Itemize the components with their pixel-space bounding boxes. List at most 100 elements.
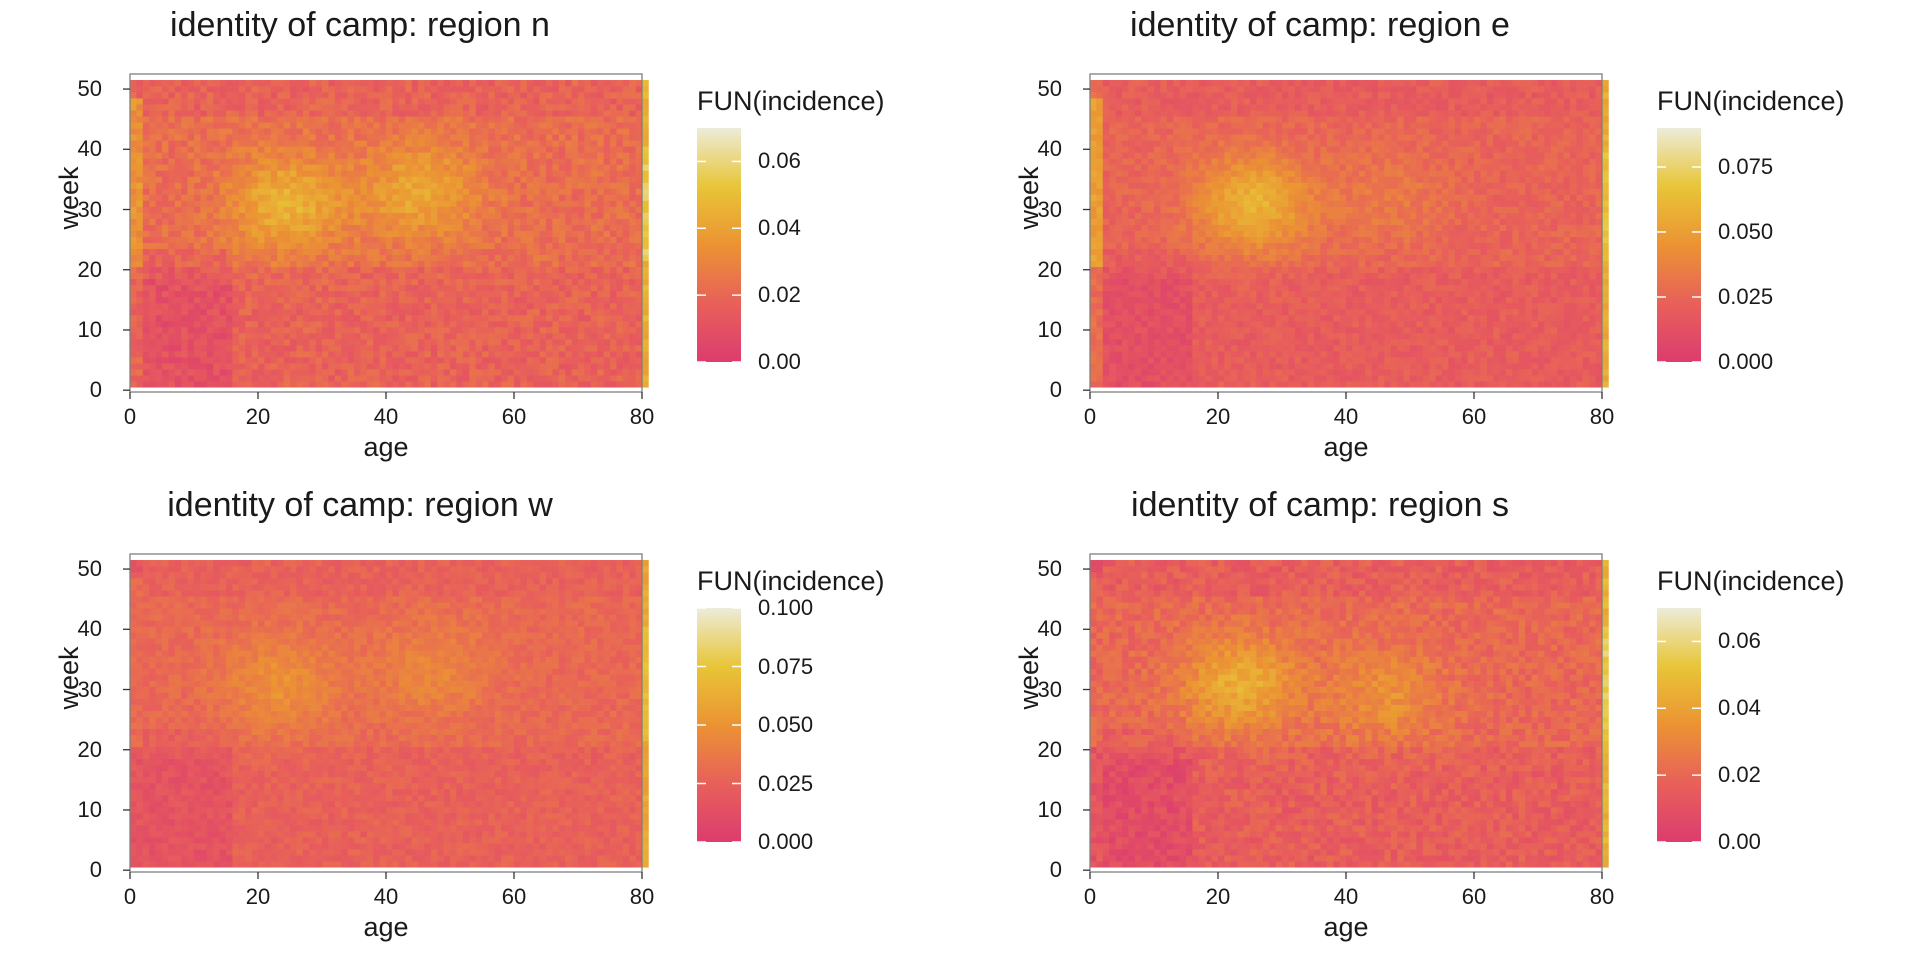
- heatmap-cell: [270, 80, 278, 87]
- heatmap-cell: [437, 326, 444, 334]
- heatmap-cell: [379, 339, 387, 346]
- heatmap-cell: [578, 375, 585, 382]
- heatmap-cell: [206, 158, 214, 165]
- heatmap-cell: [437, 200, 444, 207]
- heatmap-cell: [1186, 230, 1193, 237]
- heatmap-cell: [642, 98, 649, 105]
- heatmap-cell: [373, 242, 380, 250]
- heatmap-cell: [277, 236, 284, 243]
- heatmap-cell: [558, 188, 566, 195]
- heatmap-cell: [136, 230, 144, 237]
- heatmap-cell: [277, 254, 284, 262]
- heatmap-cell: [194, 363, 201, 370]
- heatmap-cell: [597, 248, 604, 256]
- heatmap-cell: [597, 254, 604, 262]
- heatmap-cell: [200, 188, 208, 195]
- heatmap-cell: [226, 86, 233, 93]
- heatmap-cell: [590, 302, 598, 310]
- heatmap-cell: [469, 224, 476, 231]
- heatmap-cell: [270, 278, 278, 286]
- heatmap-cell: [200, 339, 208, 346]
- heatmap-cell: [603, 290, 611, 298]
- heatmap-cell: [578, 320, 585, 328]
- heatmap-cell: [360, 320, 368, 328]
- heatmap-cell: [213, 92, 220, 99]
- heatmap-cell: [405, 104, 412, 111]
- heatmap-cell: [251, 176, 259, 183]
- heatmap-cell: [507, 284, 515, 292]
- heatmap-cell: [501, 242, 508, 250]
- heatmap-cell: [494, 140, 502, 147]
- heatmap-cell: [514, 236, 521, 243]
- heatmap-cell: [1090, 182, 1097, 189]
- heatmap-cell: [392, 194, 400, 201]
- heatmap-cell: [565, 369, 572, 376]
- heatmap-cell: [162, 188, 169, 195]
- heatmap-cell: [1122, 176, 1129, 183]
- heatmap-cell: [469, 170, 476, 177]
- heatmap-cell: [366, 363, 374, 370]
- heatmap-cell: [174, 104, 182, 111]
- heatmap-cell: [494, 164, 502, 171]
- heatmap-cell: [149, 158, 156, 165]
- heatmap-cell: [315, 116, 323, 123]
- heatmap-cell: [162, 230, 169, 237]
- heatmap-cell: [443, 80, 451, 87]
- heatmap-cell: [142, 381, 150, 388]
- heatmap-cell: [539, 188, 547, 195]
- heatmap-cell: [290, 188, 297, 195]
- heatmap-cell: [270, 272, 278, 280]
- heatmap-cell: [232, 176, 240, 183]
- heatmap-cell: [597, 345, 604, 352]
- heatmap-cell: [1128, 345, 1136, 352]
- heatmap-cell: [264, 86, 272, 93]
- heatmap-cell: [443, 345, 451, 352]
- heatmap-cell: [1160, 134, 1168, 141]
- heatmap-cell: [603, 314, 611, 322]
- heatmap-cell: [539, 278, 547, 286]
- heatmap-cell: [437, 80, 444, 87]
- heatmap-cell: [232, 170, 240, 177]
- heatmap-cell: [494, 242, 502, 250]
- heatmap-cell: [136, 363, 144, 370]
- heatmap-cell: [507, 218, 515, 225]
- heatmap-cell: [1096, 134, 1104, 141]
- heatmap-cell: [456, 164, 464, 171]
- heatmap-cell: [1109, 351, 1116, 358]
- heatmap-cell: [507, 98, 515, 105]
- heatmap-cell: [642, 242, 649, 250]
- heatmap-cell: [238, 86, 246, 93]
- heatmap-cell: [251, 224, 259, 231]
- heatmap-cell: [558, 224, 566, 231]
- heatmap-cell: [386, 308, 393, 316]
- heatmap-cell: [546, 381, 553, 388]
- heatmap-cell: [629, 363, 636, 370]
- heatmap-cell: [584, 182, 592, 189]
- heatmap-cell: [232, 314, 240, 322]
- heatmap-cell: [526, 290, 534, 298]
- heatmap-cell: [642, 134, 649, 141]
- heatmap-cell: [181, 224, 188, 231]
- heatmap-cell: [1154, 290, 1161, 298]
- heatmap-cell: [1122, 200, 1129, 207]
- heatmap-cell: [1179, 357, 1187, 364]
- heatmap-cell: [526, 363, 534, 370]
- heatmap-cell: [565, 363, 572, 370]
- heatmap-cell: [482, 260, 489, 268]
- heatmap-cell: [309, 98, 316, 105]
- heatmap-cell: [379, 351, 387, 358]
- heatmap-cell: [322, 80, 329, 87]
- heatmap-cell: [149, 290, 156, 298]
- heatmap-cell: [1102, 284, 1110, 292]
- heatmap-cell: [610, 260, 617, 268]
- heatmap-cell: [1141, 230, 1148, 237]
- heatmap-cell: [1109, 134, 1116, 141]
- heatmap-cell: [1154, 363, 1161, 370]
- heatmap-cell: [142, 284, 150, 292]
- heatmap-cell: [462, 308, 470, 316]
- heatmap-cell: [347, 381, 355, 388]
- heatmap-cell: [603, 212, 611, 219]
- heatmap-cell: [1096, 182, 1104, 189]
- heatmap-cell: [296, 266, 304, 274]
- heatmap-cell: [168, 248, 176, 256]
